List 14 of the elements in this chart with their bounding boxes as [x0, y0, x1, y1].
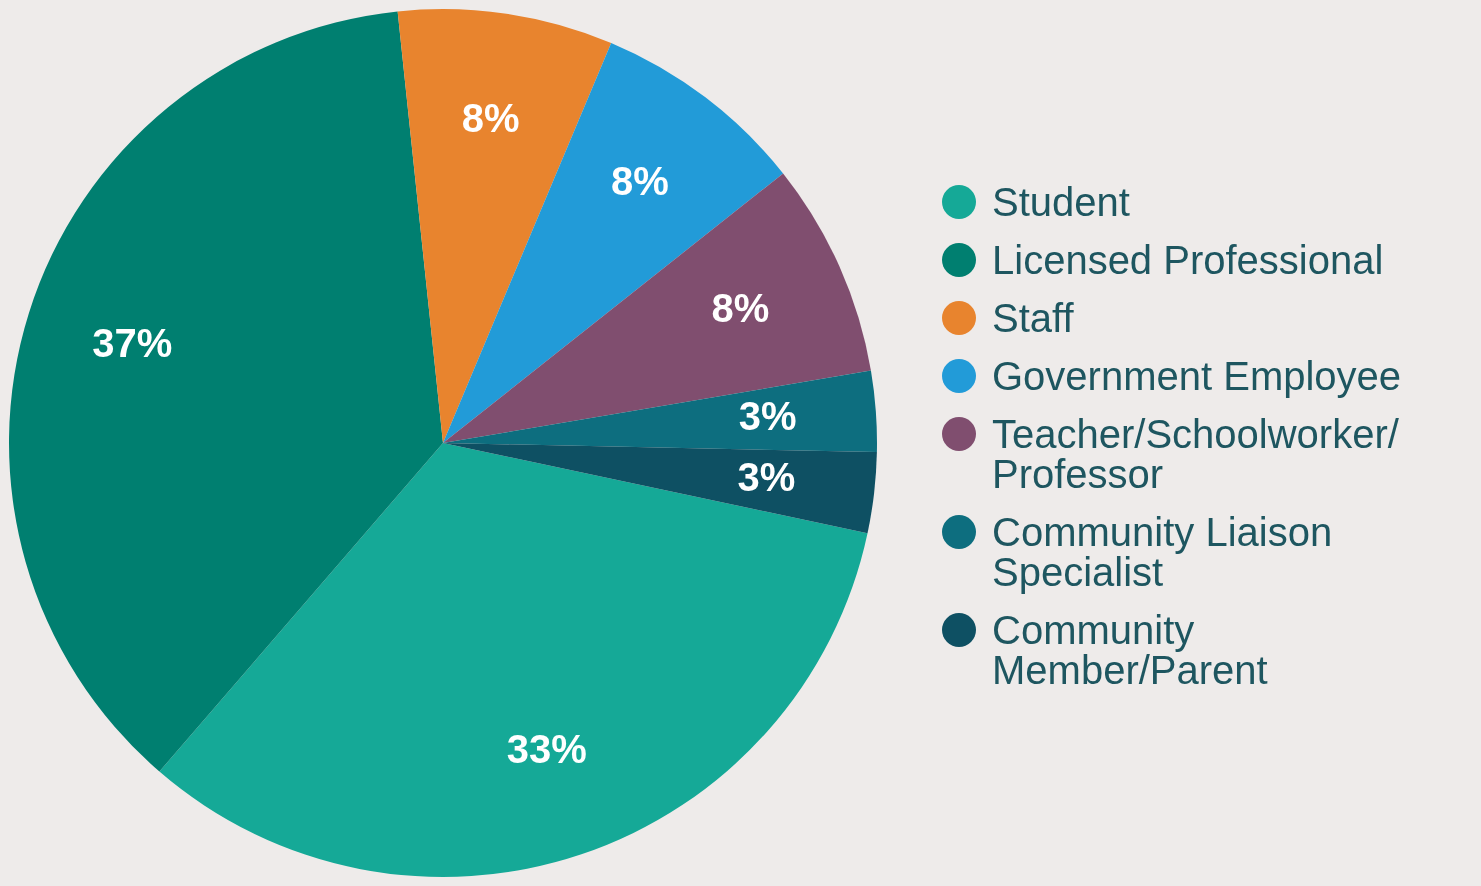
- data-label: 8%: [610, 158, 669, 203]
- legend-label: Government Employee: [992, 354, 1402, 398]
- legend-label: Community Liaison Specialist: [992, 510, 1334, 594]
- legend-label: Community Member/Parent: [992, 608, 1269, 692]
- legend-label: Teacher/Schoolworker/ Professor: [992, 412, 1400, 496]
- legend-label: Licensed Professional: [992, 238, 1384, 282]
- data-label: 3%: [737, 455, 796, 500]
- data-label: 33%: [506, 726, 587, 771]
- data-label: 37%: [92, 320, 173, 365]
- data-label: 8%: [711, 285, 770, 330]
- legend-label: Student: [992, 180, 1130, 224]
- legend-label: Staff: [992, 296, 1074, 340]
- data-label: 3%: [738, 394, 797, 439]
- data-label: 8%: [461, 96, 520, 141]
